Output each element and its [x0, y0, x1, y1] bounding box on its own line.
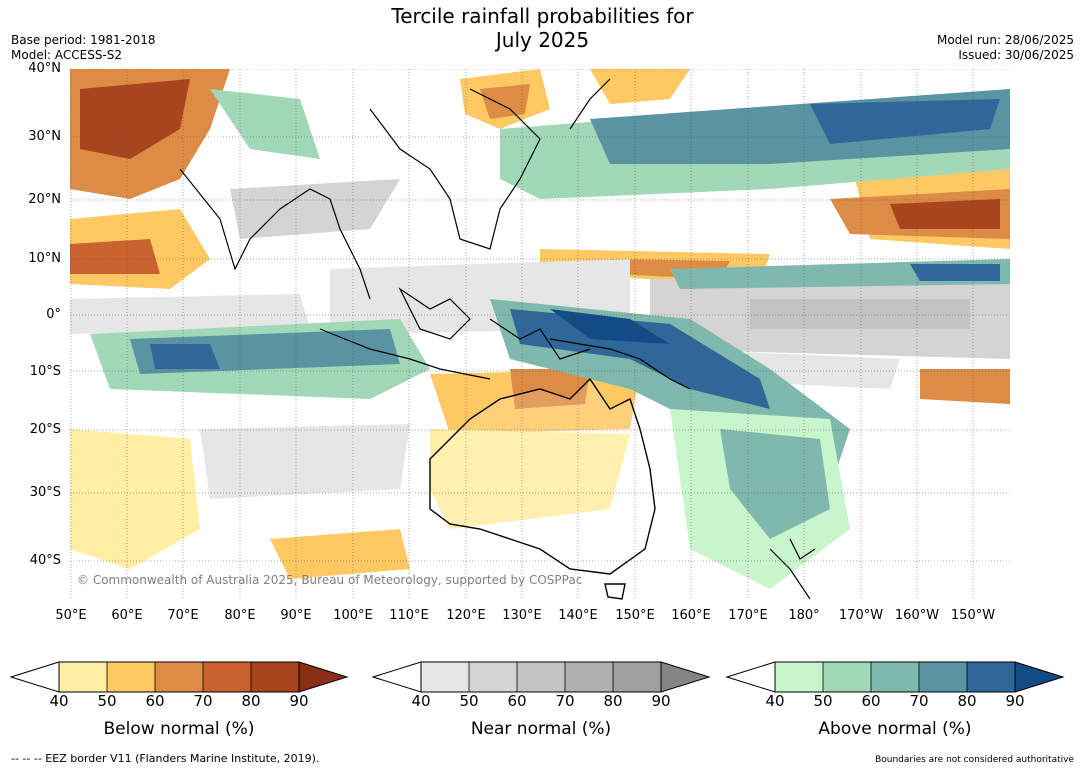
near-normal-regions: [70, 179, 1010, 499]
lon-label-160w: 160°W: [894, 608, 940, 623]
lat-label-40n: 40°N: [28, 61, 61, 76]
lon-label-130e: 130°E: [502, 608, 542, 623]
model-run: Model run: 28/06/2025: [936, 33, 1074, 47]
near-tick-40: 40: [411, 692, 431, 710]
probability-map: [70, 69, 1010, 600]
lon-label-160e: 160°E: [671, 608, 711, 623]
below-tick-90: 90: [289, 692, 309, 710]
lat-label-30s: 30°S: [29, 485, 61, 500]
near-tick-60: 60: [507, 692, 527, 710]
near-tick-90: 90: [651, 692, 671, 710]
lon-label-90e: 90°E: [280, 608, 312, 623]
below-tick-70: 70: [193, 692, 213, 710]
eez-border-note: -- -- -- EEZ border V11 (Flanders Marine…: [11, 752, 320, 765]
base-period: Base period: 1981-2018: [11, 33, 156, 47]
lon-label-70e: 70°E: [167, 608, 199, 623]
near-tick-70: 70: [555, 692, 575, 710]
title-line-1: Tercile rainfall probabilities for: [391, 4, 694, 28]
above-normal-colorbar: [726, 661, 1065, 693]
lon-label-150e: 150°E: [615, 608, 655, 623]
below-tick-80: 80: [241, 692, 261, 710]
lat-label-20n: 20°N: [28, 192, 61, 207]
copyright-notice: © Commonwealth of Australia 2025, Bureau…: [77, 573, 583, 587]
near-tick-80: 80: [603, 692, 623, 710]
meta-left: Base period: 1981-2018 Model: ACCESS-S2: [11, 33, 156, 63]
map-title: Tercile rainfall probabilities for July …: [0, 4, 1085, 52]
below-tick-50: 50: [97, 692, 117, 710]
lon-label-170e: 170°E: [728, 608, 768, 623]
map-canvas: [70, 69, 1010, 600]
near-tick-50: 50: [459, 692, 479, 710]
lon-label-80e: 80°E: [224, 608, 256, 623]
meta-right: Model run: 28/06/2025 Issued: 30/06/2025: [937, 33, 1074, 63]
below-tick-40: 40: [49, 692, 69, 710]
lat-label-30n: 30°N: [28, 129, 61, 144]
boundaries-disclaimer: Boundaries are not considered authoritat…: [875, 755, 1074, 765]
lon-label-120e: 120°E: [446, 608, 486, 623]
lon-label-180: 180°: [788, 608, 820, 623]
lat-label-40s: 40°S: [29, 553, 61, 568]
near-normal-label: Near normal (%): [470, 719, 612, 739]
below-tick-60: 60: [145, 692, 165, 710]
above-tick-90: 90: [1005, 692, 1025, 710]
lon-label-60e: 60°E: [111, 608, 143, 623]
lon-label-50e: 50°E: [55, 608, 87, 623]
above-tick-60: 60: [861, 692, 881, 710]
below-normal-colorbar: [10, 661, 349, 693]
lat-label-10s: 10°S: [29, 364, 61, 379]
lat-label-20s: 20°S: [29, 422, 61, 437]
above-tick-80: 80: [957, 692, 977, 710]
title-line-2: July 2025: [495, 28, 590, 52]
above-tick-50: 50: [813, 692, 833, 710]
graticule: [70, 69, 1010, 600]
lat-label-equator: 0°: [46, 307, 61, 322]
lon-label-100e: 100°E: [333, 608, 373, 623]
model-name: Model: ACCESS-S2: [11, 48, 123, 62]
lon-label-150w: 150°W: [950, 608, 996, 623]
australia-outline: [429, 377, 656, 600]
near-normal-colorbar: [372, 661, 711, 693]
lon-label-110e: 110°E: [389, 608, 429, 623]
lon-label-170w: 170°W: [838, 608, 884, 623]
above-tick-40: 40: [765, 692, 785, 710]
issued-date: Issued: 30/06/2025: [958, 48, 1074, 62]
above-normal-regions: [90, 89, 1010, 589]
lat-label-10n: 10°N: [28, 251, 61, 266]
coastline-outlines: [179, 78, 816, 600]
below-normal-label: Below normal (%): [103, 719, 255, 739]
above-normal-label: Above normal (%): [818, 719, 972, 739]
above-tick-70: 70: [909, 692, 929, 710]
lon-label-140e: 140°E: [558, 608, 598, 623]
